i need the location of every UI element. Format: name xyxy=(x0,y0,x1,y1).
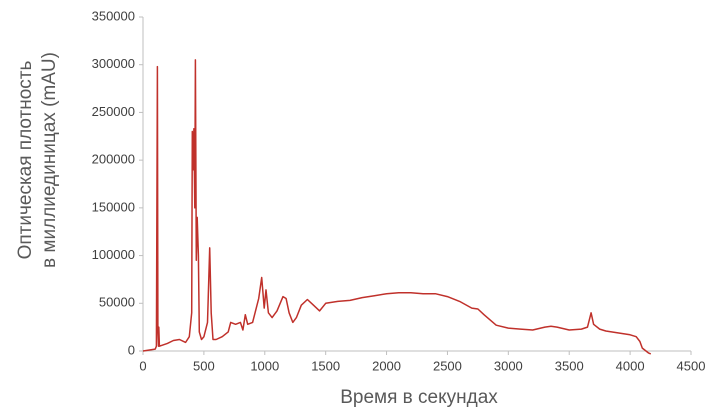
y-tick-label: 50000 xyxy=(99,295,135,310)
x-tick-label: 2000 xyxy=(372,358,401,373)
x-tick-label: 3000 xyxy=(494,358,523,373)
x-tick-label: 1500 xyxy=(311,358,340,373)
y-axis-title: Оптическая плотность xyxy=(15,60,36,259)
y-tick-label: 350000 xyxy=(92,8,135,23)
x-tick-label: 0 xyxy=(139,358,146,373)
x-tick-label: 3500 xyxy=(555,358,584,373)
x-tick-label: 1000 xyxy=(250,358,279,373)
data-line xyxy=(142,59,652,355)
y-axis-title: в миллиединицах (mAU) xyxy=(39,52,60,268)
y-tick-label: 150000 xyxy=(92,199,135,214)
x-tick-label: 2500 xyxy=(433,358,462,373)
x-tick-label: 4500 xyxy=(677,358,706,373)
y-tick-label: 0 xyxy=(128,342,135,357)
y-tick-label: 250000 xyxy=(92,104,135,119)
y-tick-label: 100000 xyxy=(92,247,135,262)
x-axis-title: Время в секундах xyxy=(340,387,498,408)
x-tick-label: 500 xyxy=(193,358,215,373)
y-tick-label: 300000 xyxy=(92,56,135,71)
x-tick-label: 4000 xyxy=(616,358,645,373)
y-tick-label: 200000 xyxy=(92,152,135,167)
